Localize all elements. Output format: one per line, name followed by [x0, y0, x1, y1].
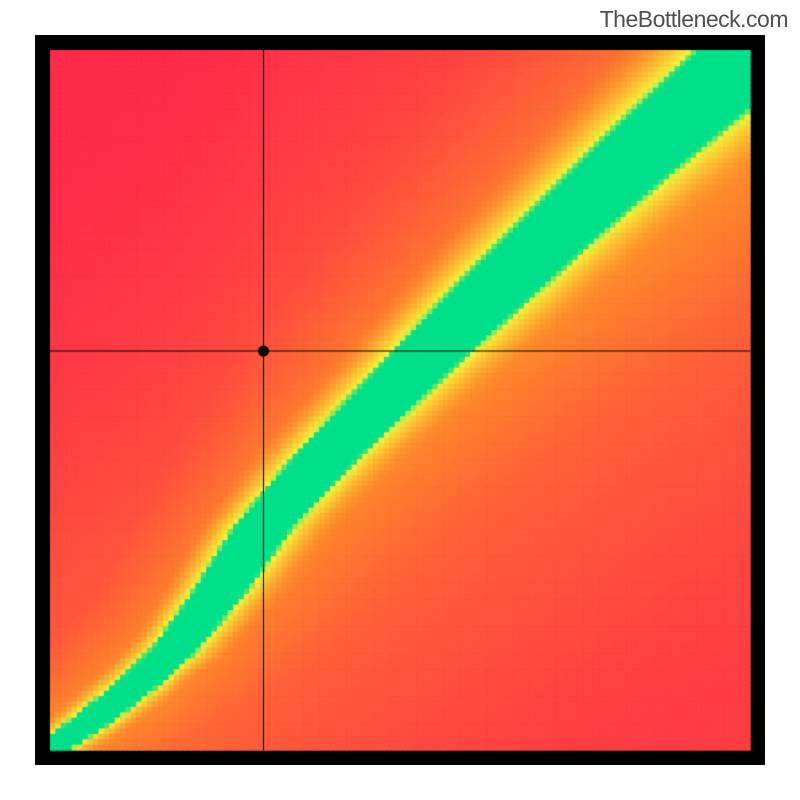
watermark-text: TheBottleneck.com [600, 6, 788, 33]
plot-frame [35, 35, 765, 765]
root: TheBottleneck.com [0, 0, 800, 800]
heatmap-canvas [35, 35, 765, 765]
